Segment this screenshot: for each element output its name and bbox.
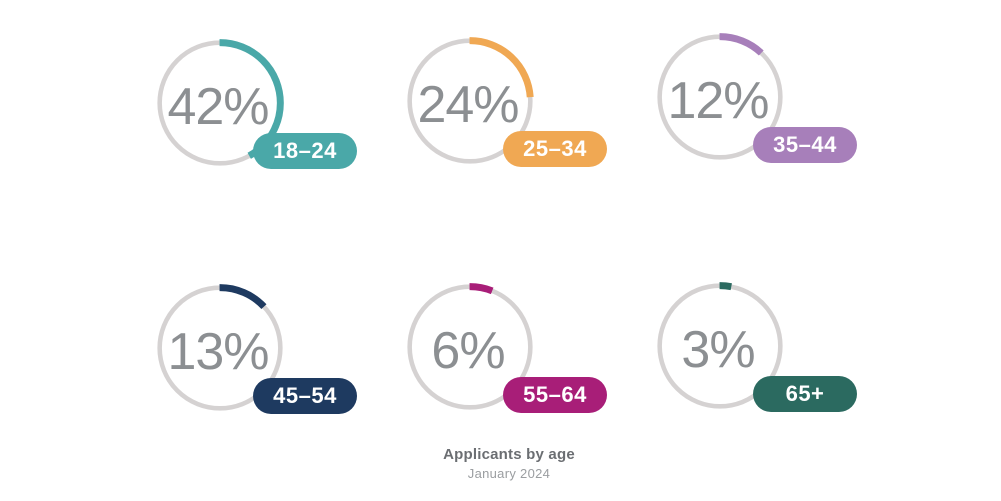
ring-value-arc [656,33,784,161]
gauge-value: 6% [431,322,505,380]
ring-value-arc [406,37,534,165]
gauge-label-pill: 55–64 [503,377,607,413]
donut-ring [406,37,534,165]
donut-ring [656,282,784,410]
gauge-label-pill: 65+ [753,376,857,412]
gauge-2: 24% 25–34 [406,37,607,167]
donut-ring [156,39,284,167]
gauge-value: 13% [167,323,269,381]
chart-caption: Applicants by age January 2024 [309,446,709,481]
gauge-6: 3% 65+ [656,282,857,412]
donut-ring [156,284,284,412]
ring-value-arc [156,39,284,167]
gauge-5: 6% 55–64 [406,283,607,413]
gauge-value: 12% [667,72,769,130]
donut-ring [656,33,784,161]
ring-value-arc [156,284,284,412]
donut-ring [406,283,534,411]
chart-title: Applicants by age [443,446,575,463]
gauge-value: 3% [681,321,755,379]
gauge-label-pill: 25–34 [503,131,607,167]
gauge-value: 42% [167,78,269,136]
gauge-1: 42% 18–24 [156,39,357,169]
gauge-label-pill: 18–24 [253,133,357,169]
gauge-4: 13% 45–54 [156,284,357,414]
gauge-value: 24% [417,76,519,134]
gauge-3: 12% 35–44 [656,33,857,163]
gauge-label-pill: 45–54 [253,378,357,414]
ring-value-arc [406,283,534,411]
gauge-label-pill: 35–44 [753,127,857,163]
ring-value-arc [656,282,784,410]
chart-subtitle: January 2024 [467,466,551,481]
